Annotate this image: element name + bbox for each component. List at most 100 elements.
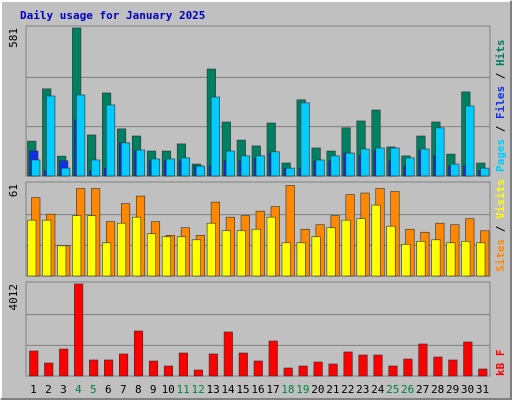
- bar: [345, 152, 355, 177]
- x-tick-label: 14: [221, 383, 235, 396]
- legend-entry: Visits: [494, 179, 507, 219]
- x-tick-label: 19: [296, 383, 309, 396]
- bar: [146, 233, 157, 277]
- bar: [285, 167, 295, 177]
- bar: [102, 242, 112, 277]
- x-tick-label: 15: [236, 383, 249, 396]
- x-tick-label: 5: [90, 383, 97, 396]
- legend-entry: Files: [494, 86, 507, 119]
- bar: [195, 165, 205, 177]
- bar: [221, 230, 231, 277]
- bar: [373, 354, 383, 377]
- bar: [416, 241, 426, 277]
- bar: [341, 219, 351, 277]
- bar: [59, 348, 69, 377]
- legend-entry: Pages: [494, 139, 507, 172]
- x-tick-label: 26: [401, 383, 414, 396]
- x-tick-label: 3: [60, 383, 67, 396]
- x-tick-label: 13: [206, 383, 219, 396]
- bar: [403, 358, 413, 377]
- y-tick-label: 581: [7, 28, 20, 48]
- x-tick-label: 7: [120, 383, 127, 396]
- bar: [57, 245, 67, 277]
- bar: [268, 340, 278, 377]
- x-tick-label: 23: [356, 383, 369, 396]
- bar: [74, 283, 84, 377]
- bar: [281, 242, 291, 277]
- legend-entry: Hits: [494, 40, 507, 67]
- bar: [343, 351, 353, 377]
- bar: [161, 236, 172, 277]
- bar: [76, 94, 86, 177]
- x-tick-label: 24: [371, 383, 385, 396]
- bar: [133, 330, 144, 377]
- bar: [236, 230, 246, 277]
- bar: [390, 147, 400, 177]
- bar: [44, 362, 54, 377]
- x-tick-label: 22: [341, 383, 354, 396]
- bar: [435, 127, 445, 177]
- bar: [89, 359, 99, 377]
- bar: [148, 360, 159, 377]
- bar: [270, 151, 280, 177]
- bar: [191, 239, 201, 277]
- bar: [465, 105, 475, 177]
- bar: [480, 167, 490, 177]
- x-tick-label: 25: [386, 383, 399, 396]
- bar: [328, 363, 338, 377]
- bar: [431, 239, 441, 277]
- bar: [418, 343, 428, 377]
- bar: [104, 359, 114, 377]
- bar: [450, 163, 460, 177]
- x-tick-label: 18: [281, 383, 294, 396]
- bar: [131, 216, 142, 277]
- bar: [176, 236, 186, 277]
- bar: [180, 157, 190, 177]
- bar: [208, 353, 218, 377]
- bar: [119, 353, 129, 377]
- x-tick-label: 20: [311, 383, 324, 396]
- bar: [330, 155, 340, 177]
- bar: [27, 219, 37, 277]
- bar: [360, 148, 370, 177]
- legend: kB F: [494, 350, 507, 377]
- bar: [238, 352, 248, 377]
- x-tick-label: 16: [251, 383, 264, 396]
- bar: [476, 242, 486, 277]
- x-tick-label: 30: [461, 383, 474, 396]
- y-tick-label: 4012: [7, 284, 20, 311]
- bar: [478, 368, 488, 377]
- legend: Sites / Visits: [494, 179, 507, 272]
- x-tick-label: 12: [192, 383, 205, 396]
- bar: [46, 95, 56, 177]
- bar: [121, 142, 131, 177]
- bar: [61, 167, 71, 177]
- bar: [298, 365, 308, 377]
- bar: [178, 352, 188, 377]
- x-tick-label: 28: [431, 383, 444, 396]
- bar: [163, 365, 174, 377]
- bar: [371, 204, 381, 277]
- bar: [223, 331, 233, 377]
- x-tick-label: 27: [416, 383, 429, 396]
- bar: [266, 216, 276, 277]
- bar: [401, 244, 411, 277]
- x-tick-label: 6: [105, 383, 112, 396]
- bar: [326, 227, 336, 277]
- x-tick-label: 21: [326, 383, 339, 396]
- bar: [91, 159, 101, 177]
- bar: [210, 96, 220, 177]
- bar: [375, 147, 385, 177]
- plot-area: [25, 281, 491, 377]
- bar: [29, 350, 39, 377]
- x-tick-label: 1: [30, 383, 37, 396]
- legend-separator: /: [494, 66, 507, 86]
- x-tick-label: 29: [446, 383, 459, 396]
- bar: [165, 158, 176, 177]
- bar: [255, 155, 265, 177]
- bar: [106, 104, 116, 177]
- legend-separator: /: [494, 119, 507, 139]
- legend-entry: Sites: [494, 239, 507, 272]
- bar: [448, 359, 458, 377]
